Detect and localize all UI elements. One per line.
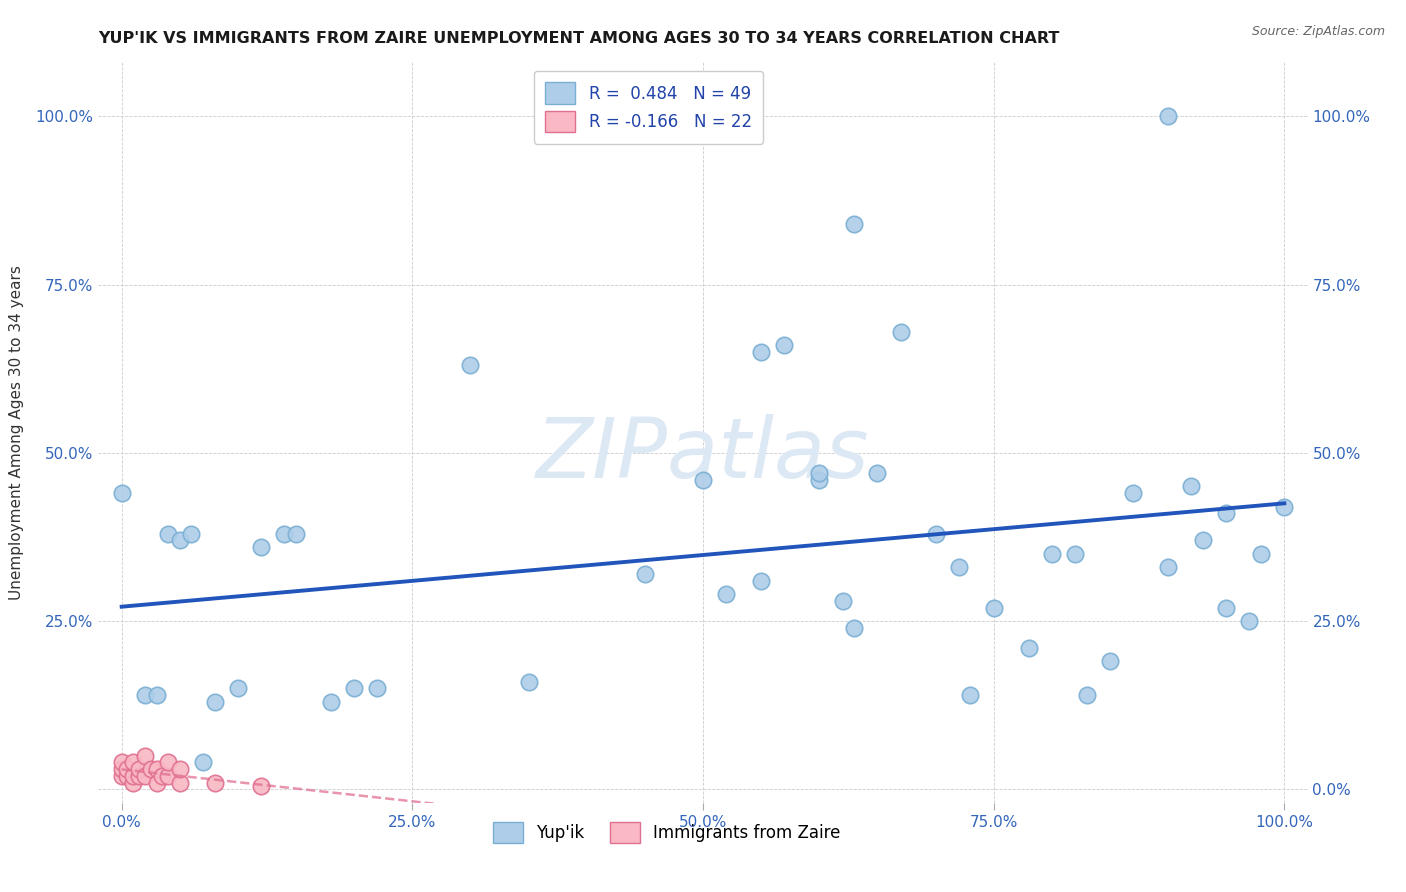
Point <box>122 756 145 770</box>
Point <box>808 473 831 487</box>
Y-axis label: Unemployment Among Ages 30 to 34 years: Unemployment Among Ages 30 to 34 years <box>10 265 24 600</box>
Point <box>749 344 772 359</box>
Point <box>157 769 180 783</box>
Point <box>634 566 657 581</box>
Point <box>1192 533 1215 548</box>
Point <box>204 775 226 789</box>
Point <box>134 769 156 783</box>
Point <box>773 338 796 352</box>
Point <box>1157 109 1180 123</box>
Point <box>1215 507 1237 521</box>
Point <box>1239 614 1261 628</box>
Point <box>157 756 180 770</box>
Point <box>273 526 295 541</box>
Point <box>366 681 388 696</box>
Point <box>924 526 946 541</box>
Point <box>749 574 772 588</box>
Point <box>150 769 173 783</box>
Point <box>983 600 1005 615</box>
Point <box>204 695 226 709</box>
Point <box>122 775 145 789</box>
Point <box>1272 500 1295 514</box>
Legend: Yup'ik, Immigrants from Zaire: Yup'ik, Immigrants from Zaire <box>486 815 846 850</box>
Text: YUP'IK VS IMMIGRANTS FROM ZAIRE UNEMPLOYMENT AMONG AGES 30 TO 34 YEARS CORRELATI: YUP'IK VS IMMIGRANTS FROM ZAIRE UNEMPLOY… <box>98 31 1060 46</box>
Point <box>191 756 214 770</box>
Point <box>1064 547 1087 561</box>
Point <box>145 775 167 789</box>
Point <box>139 762 162 776</box>
Point <box>1018 640 1040 655</box>
Point <box>1180 479 1202 493</box>
Point <box>1076 688 1098 702</box>
Point <box>844 621 866 635</box>
Text: ZIPatlas: ZIPatlas <box>536 414 870 495</box>
Point <box>111 762 134 776</box>
Point <box>145 688 167 702</box>
Point <box>117 769 139 783</box>
Point <box>111 486 134 500</box>
Point <box>285 526 308 541</box>
Point <box>692 473 714 487</box>
Point <box>180 526 202 541</box>
Point <box>128 769 150 783</box>
Point <box>122 769 145 783</box>
Point <box>226 681 249 696</box>
Point <box>959 688 981 702</box>
Point <box>716 587 738 601</box>
Point <box>128 762 150 776</box>
Point <box>117 762 139 776</box>
Point <box>134 748 156 763</box>
Point <box>111 756 134 770</box>
Point <box>1250 547 1272 561</box>
Point <box>145 762 167 776</box>
Text: Source: ZipAtlas.com: Source: ZipAtlas.com <box>1251 25 1385 38</box>
Point <box>319 695 342 709</box>
Point <box>808 466 831 480</box>
Point <box>948 560 970 574</box>
Point <box>250 779 273 793</box>
Point <box>844 217 866 231</box>
Point <box>517 674 540 689</box>
Point <box>169 775 191 789</box>
Point <box>866 466 889 480</box>
Point <box>169 762 191 776</box>
Point <box>134 688 156 702</box>
Point <box>890 325 912 339</box>
Point <box>1040 547 1063 561</box>
Point <box>343 681 366 696</box>
Point <box>1122 486 1144 500</box>
Point <box>111 769 134 783</box>
Point <box>250 540 273 554</box>
Point <box>1215 600 1237 615</box>
Point <box>460 359 482 373</box>
Point <box>1157 560 1180 574</box>
Point <box>169 533 191 548</box>
Point <box>1098 655 1121 669</box>
Point <box>831 594 853 608</box>
Point <box>157 526 180 541</box>
